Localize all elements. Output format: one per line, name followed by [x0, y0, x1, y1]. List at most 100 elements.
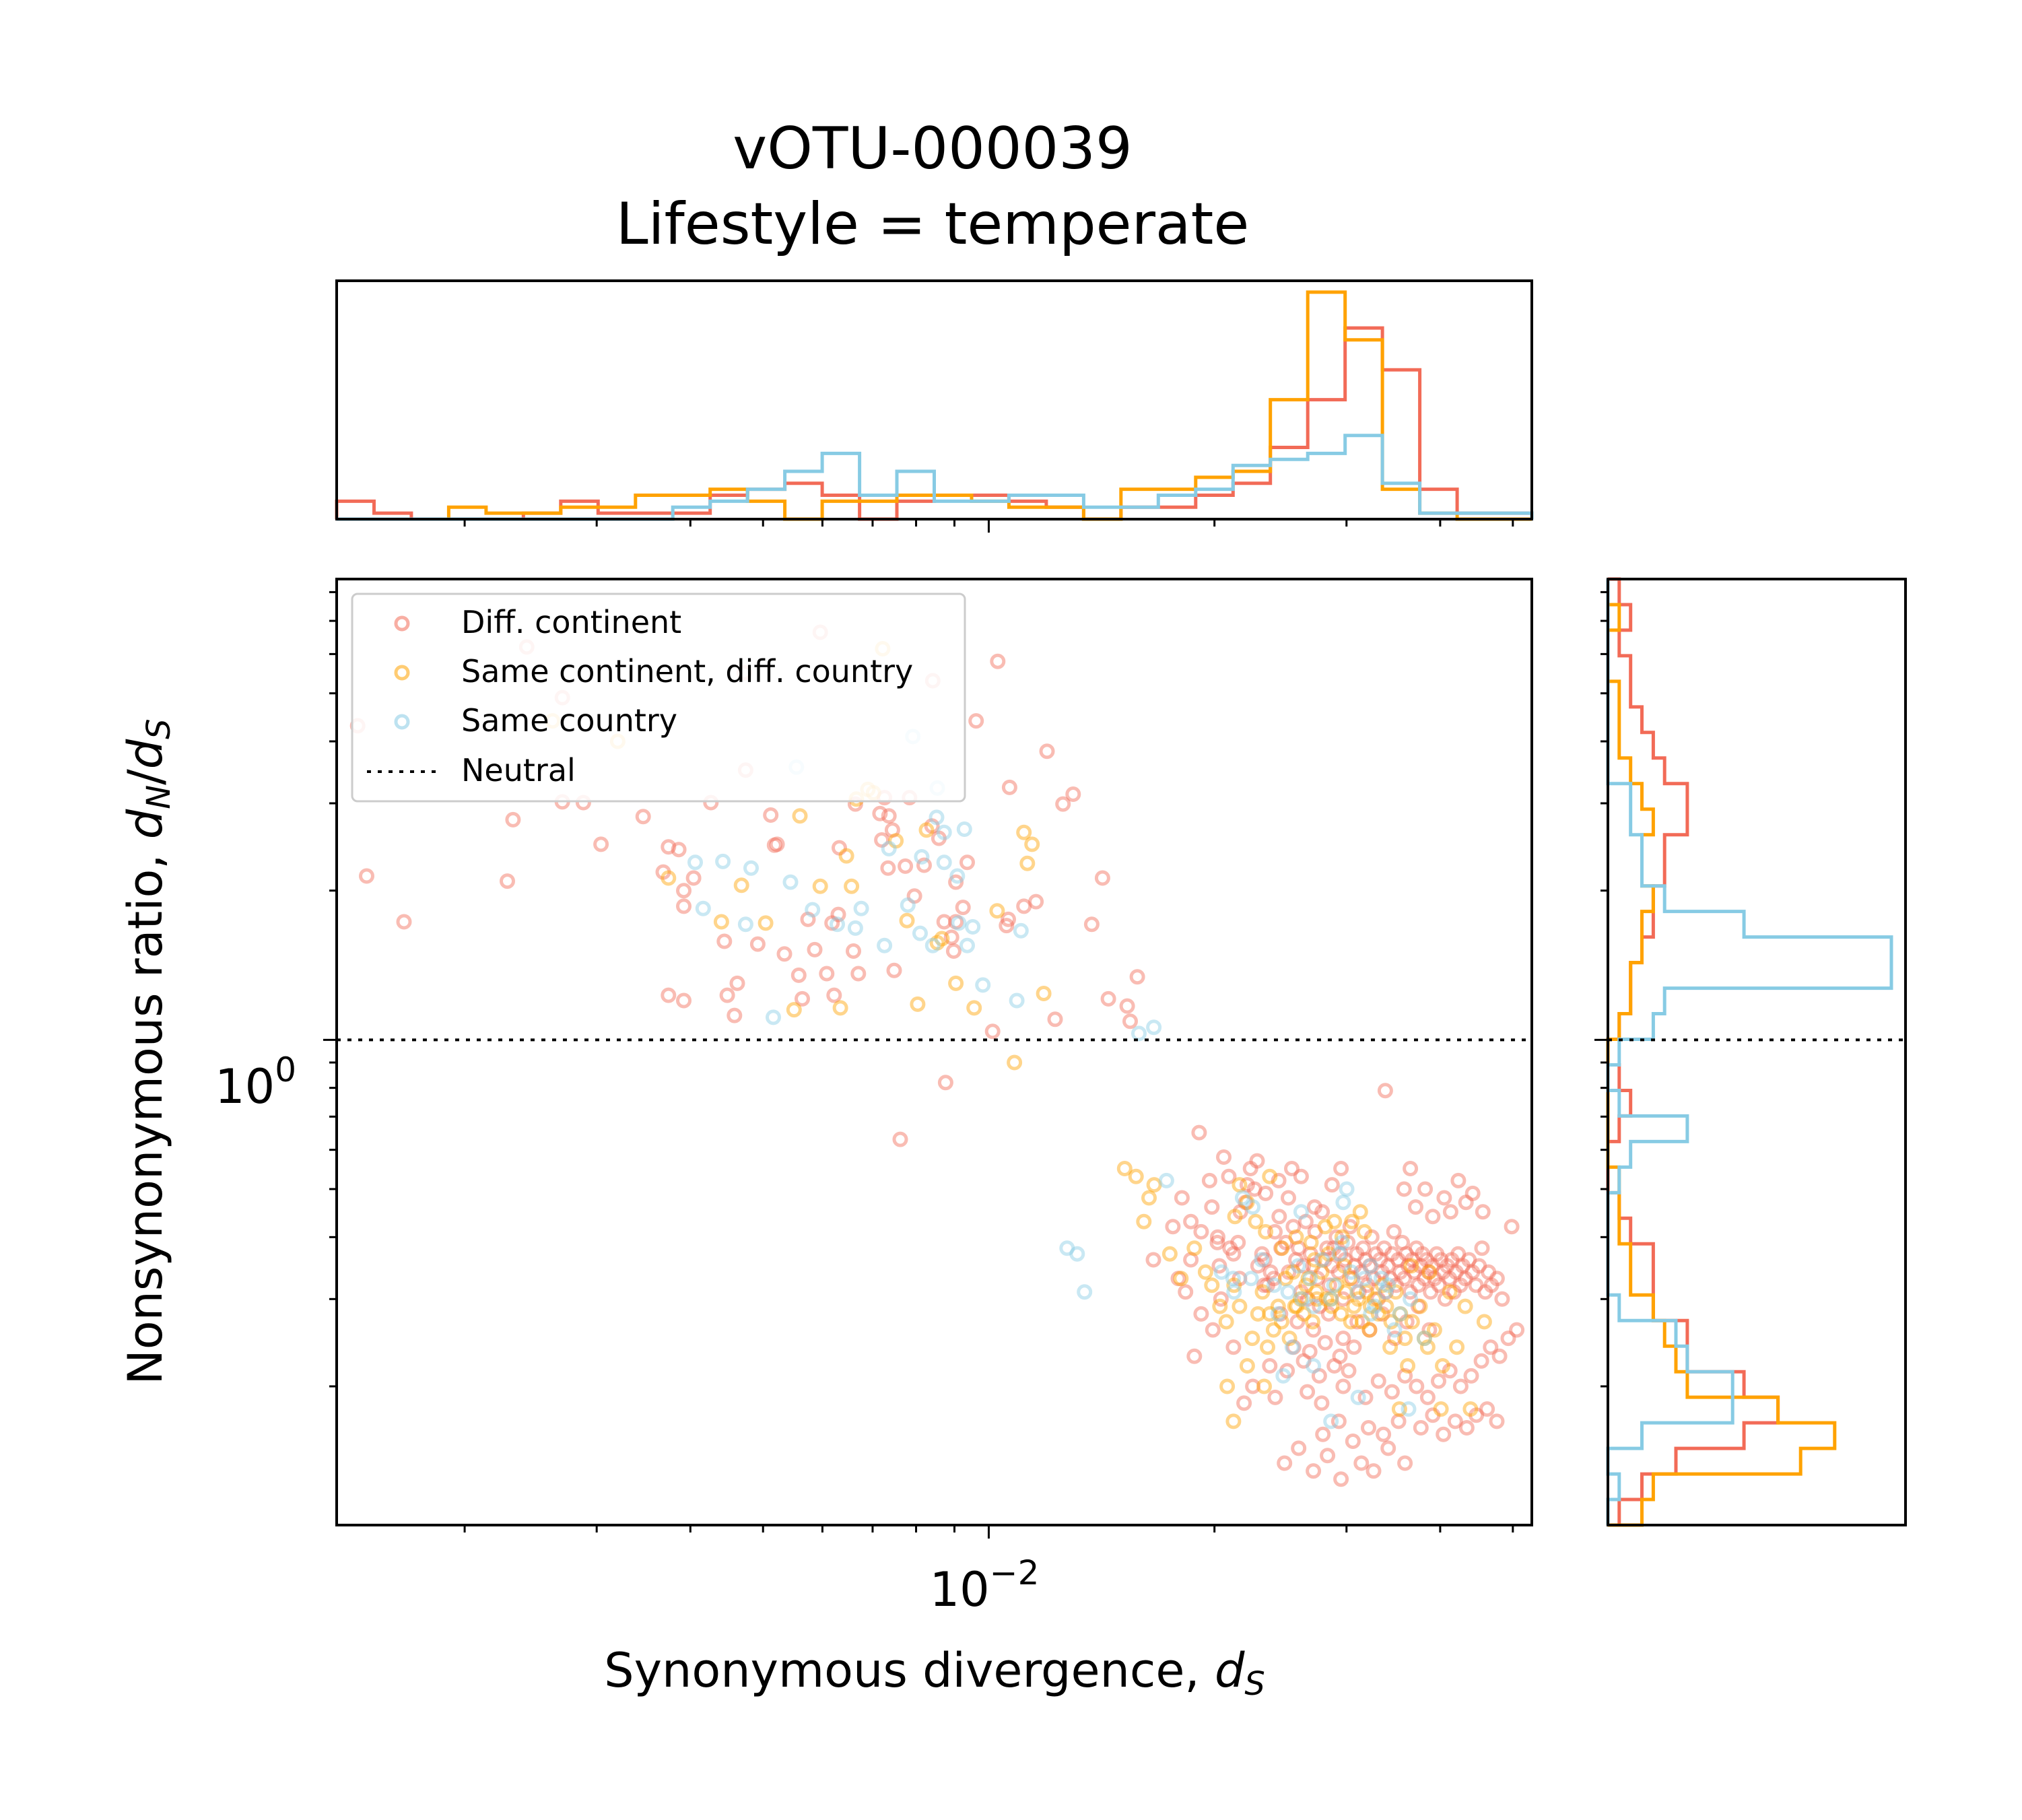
scatter-point	[1351, 1284, 1367, 1300]
scatter-point	[1429, 1246, 1445, 1262]
scatter-point	[1213, 1291, 1229, 1307]
scatter-point	[892, 1131, 908, 1147]
scatter-point	[1295, 1353, 1312, 1369]
scatter-point	[1141, 1190, 1157, 1206]
scatter-point	[1318, 1291, 1335, 1307]
scatter-point	[1403, 1258, 1419, 1274]
scatter-point	[1326, 1213, 1343, 1229]
scatter-point	[737, 916, 753, 933]
scatter-point	[1278, 1234, 1294, 1250]
scatter-point	[1186, 1240, 1203, 1256]
scatter-point	[1232, 1271, 1248, 1287]
scatter-point	[949, 868, 966, 884]
scatter-point	[1292, 1291, 1308, 1307]
scatter-point	[749, 936, 766, 952]
scatter-point	[1452, 1277, 1469, 1293]
scatter-point	[1288, 1229, 1304, 1245]
scatter-point	[1227, 1209, 1243, 1225]
scatter-point	[1344, 1213, 1360, 1229]
scatter-point	[1193, 1223, 1209, 1240]
scatter-point	[1293, 1284, 1309, 1300]
scatter-point	[1383, 1314, 1399, 1330]
scatter-point	[1415, 1246, 1431, 1262]
scatter-point	[1376, 1240, 1392, 1256]
legend-label-same-country: Same country	[461, 702, 677, 739]
scatter-point	[888, 833, 904, 849]
scatter-point	[713, 914, 729, 930]
scatter-point	[846, 943, 861, 959]
scatter-point	[1333, 1161, 1349, 1176]
scatter-point	[1361, 1258, 1378, 1274]
chart-title-line1: vOTU-000039	[733, 115, 1132, 182]
scatter-point	[790, 967, 807, 983]
scatter-point	[1170, 1271, 1186, 1287]
scatter-point	[1266, 1277, 1282, 1293]
scatter-point	[1293, 1204, 1309, 1220]
scatter-point	[1372, 1252, 1388, 1268]
scatter-point	[951, 915, 967, 931]
scatter-point	[990, 653, 1006, 669]
scatter-point	[830, 916, 845, 933]
scatter-point	[929, 935, 945, 951]
scatter-point	[1239, 1358, 1255, 1374]
scatter-point	[1262, 1264, 1279, 1280]
legend-label-neutral: Neutral	[461, 752, 576, 788]
scatter-point	[1378, 1284, 1394, 1300]
scatter-point	[1437, 1291, 1453, 1307]
scatter-point	[1225, 1413, 1242, 1429]
scatter-point	[1447, 1413, 1463, 1429]
scatter-point	[1442, 1204, 1458, 1220]
scatter-point	[975, 977, 991, 993]
scatter-point	[1425, 1258, 1441, 1274]
scatter-point	[1461, 1252, 1477, 1268]
scatter-point	[832, 1000, 848, 1016]
scatter-point	[1331, 1246, 1347, 1262]
scatter-point	[1435, 1264, 1451, 1280]
scatter-point	[1323, 1413, 1339, 1429]
scatter-point	[959, 854, 975, 871]
scatter-point	[1013, 922, 1029, 939]
scatter-point	[1266, 1271, 1282, 1287]
scatter-point	[1335, 1194, 1351, 1211]
scatter-point	[1314, 1204, 1330, 1220]
scatter-point	[1350, 1291, 1366, 1307]
scatter-point	[1481, 1264, 1497, 1280]
scatter-point	[1423, 1284, 1439, 1300]
scatter-point	[1270, 1306, 1286, 1322]
scatter-point	[1262, 1168, 1278, 1184]
scatter-point	[1335, 1291, 1351, 1307]
scatter-point	[1059, 1240, 1075, 1256]
scatter-point	[1462, 1401, 1479, 1417]
scatter-point	[1433, 1252, 1449, 1268]
scatter-point	[1307, 1223, 1323, 1240]
scatter-point	[918, 822, 935, 838]
scatter-frame	[335, 578, 1533, 1526]
scatter-point	[1342, 1271, 1358, 1287]
scatter-point	[1382, 1271, 1398, 1287]
scatter-point	[1285, 1264, 1301, 1280]
scatter-point	[782, 874, 799, 890]
scatter-point	[661, 839, 677, 855]
scatter-point	[1333, 1471, 1349, 1487]
scatter-point	[1305, 1314, 1320, 1330]
scatter-point	[1319, 1240, 1335, 1256]
scatter-point	[1476, 1314, 1492, 1330]
scatter-point	[1039, 743, 1055, 760]
scatter-point	[1239, 1177, 1255, 1193]
scatter-point	[936, 824, 952, 840]
scatter-point	[1363, 1306, 1379, 1322]
scatter-point	[757, 915, 774, 931]
scatter-point	[989, 903, 1005, 919]
scatter-point	[931, 830, 947, 846]
scatter-point	[1279, 1363, 1295, 1379]
scatter-point	[1306, 1199, 1322, 1215]
scatter-point	[1165, 1219, 1181, 1235]
scatter-point	[505, 811, 521, 828]
scatter-point	[1388, 1277, 1404, 1293]
scatter-point	[1221, 1168, 1237, 1184]
scatter-point	[1388, 1284, 1404, 1300]
scatter-point	[1366, 1463, 1382, 1479]
scatter-point	[1326, 1277, 1342, 1293]
scatter-point	[1122, 1013, 1138, 1030]
scatter-point	[1128, 1168, 1144, 1184]
